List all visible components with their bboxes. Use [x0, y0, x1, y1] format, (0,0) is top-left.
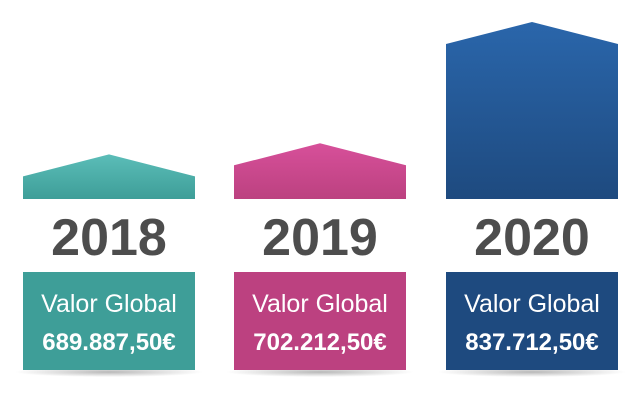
year-label-2020: 2020 — [474, 209, 590, 267]
year-band-2019 — [234, 199, 406, 272]
year-band-2018 — [23, 199, 195, 272]
bar-2019: 2019 Valor Global 702.212,50€ — [234, 143, 406, 370]
value-block-2019 — [234, 272, 406, 370]
bar-body-2018 — [23, 154, 195, 199]
year-label-2018: 2018 — [51, 209, 167, 267]
caption-2018: Valor Global — [41, 290, 177, 318]
bar-2018: 2018 Valor Global 689.887,50€ — [23, 154, 195, 370]
year-label-2019: 2019 — [262, 209, 378, 267]
bar-body-2020 — [446, 22, 618, 199]
value-label-2019: 702.212,50€ — [253, 329, 386, 356]
value-label-2020: 837.712,50€ — [465, 329, 598, 356]
caption-2020: Valor Global — [464, 290, 600, 318]
value-block-2020 — [446, 272, 618, 370]
bar-body-2019 — [234, 143, 406, 199]
bars-group: 2018 Valor Global 689.887,50€ 2019 Valor Glo… — [23, 22, 618, 370]
year-band-2020 — [446, 199, 618, 272]
caption-2019: Valor Global — [252, 290, 388, 318]
bar-2020: 2020 Valor Global 837.712,50€ — [446, 22, 618, 370]
value-block-2018 — [23, 272, 195, 370]
value-label-2018: 689.887,50€ — [42, 329, 175, 356]
